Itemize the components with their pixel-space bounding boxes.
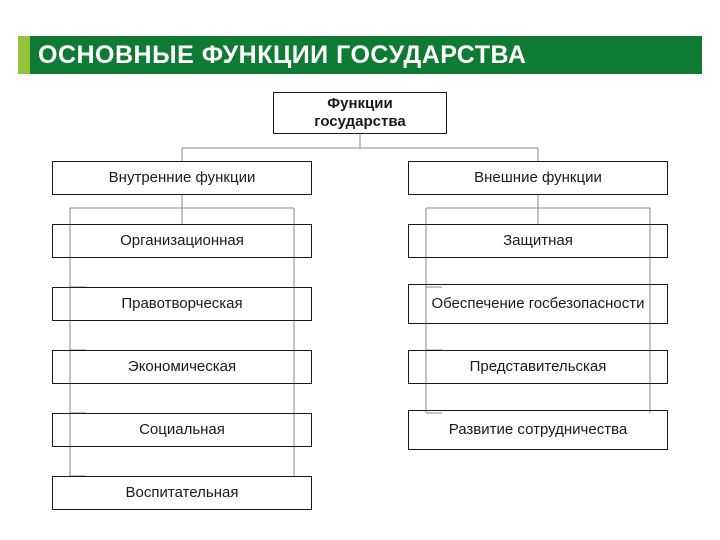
right-cell-3-label: Представительская bbox=[470, 358, 607, 376]
left-cell-4-label: Социальная bbox=[139, 421, 225, 439]
root-label: Функции государства bbox=[280, 95, 440, 131]
right-cell-4-label: Развитие сотрудничества bbox=[449, 421, 627, 439]
right-cell-1: Защитная bbox=[408, 224, 668, 258]
right-cell-4: Развитие сотрудничества bbox=[408, 410, 668, 450]
left-cell-5: Воспитательная bbox=[52, 476, 312, 510]
left-cell-5-label: Воспитательная bbox=[126, 484, 239, 502]
root-node: Функции государства bbox=[273, 92, 447, 134]
title-bar-accent bbox=[18, 36, 30, 74]
connector-lines bbox=[0, 0, 720, 540]
column-head-right: Внешние функции bbox=[408, 161, 668, 195]
left-cell-4: Социальная bbox=[52, 413, 312, 447]
column-head-right-label: Внешние функции bbox=[474, 169, 602, 187]
column-head-left-label: Внутренние функции bbox=[109, 169, 256, 187]
page-title: ОСНОВНЫЕ ФУНКЦИИ ГОСУДАРСТВА bbox=[38, 32, 682, 78]
right-cell-2: Обеспечение госбезопасности bbox=[408, 284, 668, 324]
right-cell-2-label: Обеспечение госбезопасности bbox=[431, 295, 644, 313]
left-cell-2: Правотворческая bbox=[52, 287, 312, 321]
left-cell-1-label: Организационная bbox=[120, 232, 244, 250]
left-cell-1: Организационная bbox=[52, 224, 312, 258]
left-cell-3: Экономическая bbox=[52, 350, 312, 384]
left-cell-2-label: Правотворческая bbox=[121, 295, 242, 313]
right-cell-1-label: Защитная bbox=[503, 232, 573, 250]
right-cell-3: Представительская bbox=[408, 350, 668, 384]
column-head-left: Внутренние функции bbox=[52, 161, 312, 195]
left-cell-3-label: Экономическая bbox=[128, 358, 236, 376]
title-bar: ОСНОВНЫЕ ФУНКЦИИ ГОСУДАРСТВА bbox=[18, 32, 702, 78]
